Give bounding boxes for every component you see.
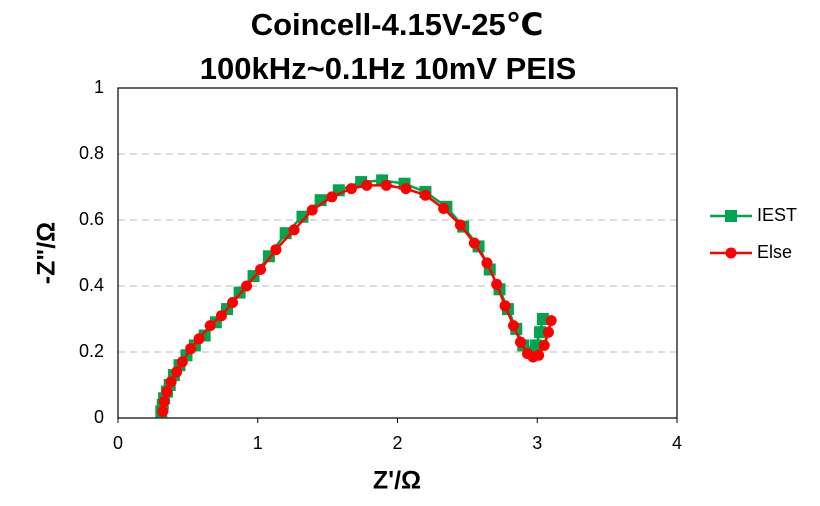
chart-title: 100kHz~0.1Hz 10mV PEIS xyxy=(200,51,577,86)
data-point xyxy=(529,339,542,352)
data-point xyxy=(158,396,170,407)
y-tick-label: 0.6 xyxy=(79,209,104,229)
data-point xyxy=(545,315,557,327)
data-point xyxy=(288,224,300,236)
y-tick-label: 0.2 xyxy=(79,341,104,361)
y-tick-label: 1 xyxy=(94,77,104,97)
y-tick-label: 0 xyxy=(94,407,104,427)
data-point xyxy=(454,219,466,231)
data-point xyxy=(400,183,412,195)
data-point xyxy=(481,257,493,269)
data-point xyxy=(227,297,239,308)
data-point xyxy=(345,183,357,195)
data-point xyxy=(380,179,392,191)
data-point xyxy=(536,313,549,325)
data-point xyxy=(161,386,173,398)
data-point xyxy=(193,333,205,345)
data-point xyxy=(438,202,450,214)
plot-frame xyxy=(117,87,678,419)
data-point xyxy=(534,326,547,339)
legend-marker xyxy=(725,210,737,222)
data-point xyxy=(215,310,227,322)
data-point xyxy=(499,300,511,312)
x-axis-label: Z'/Ω xyxy=(373,467,421,495)
data-point xyxy=(361,179,373,191)
legend-label: Else xyxy=(757,242,792,262)
x-tick-label: 1 xyxy=(253,433,263,453)
series-line xyxy=(160,179,545,412)
x-tick-label: 4 xyxy=(672,433,682,453)
data-point xyxy=(306,204,318,216)
data-point xyxy=(157,405,169,417)
data-point xyxy=(241,280,253,292)
y-axis-label: -Z"/Ω xyxy=(33,222,61,284)
data-point xyxy=(255,264,267,275)
legend-marker xyxy=(725,247,737,259)
data-point xyxy=(533,349,545,361)
x-tick-label: 2 xyxy=(392,433,402,453)
x-tick-label: 3 xyxy=(532,433,542,453)
legend-label: IEST xyxy=(757,205,797,225)
data-point xyxy=(468,237,480,249)
data-point xyxy=(419,189,431,201)
data-point xyxy=(542,326,554,338)
y-tick-label: 0.4 xyxy=(79,275,104,295)
x-tick-label: 0 xyxy=(113,433,123,453)
data-point xyxy=(185,343,197,355)
data-point xyxy=(270,244,282,256)
data-point xyxy=(176,356,188,368)
data-point xyxy=(538,339,550,351)
data-point xyxy=(514,336,526,348)
data-point xyxy=(491,278,503,290)
data-point xyxy=(326,191,338,203)
chart-title: Coincell-4.15V-25℃ xyxy=(251,7,544,42)
data-point xyxy=(165,376,177,388)
data-point xyxy=(262,250,275,263)
data-point xyxy=(507,320,519,332)
data-point xyxy=(204,320,216,332)
data-point xyxy=(296,210,309,223)
y-tick-label: 0.8 xyxy=(79,143,104,163)
data-point xyxy=(171,366,183,378)
